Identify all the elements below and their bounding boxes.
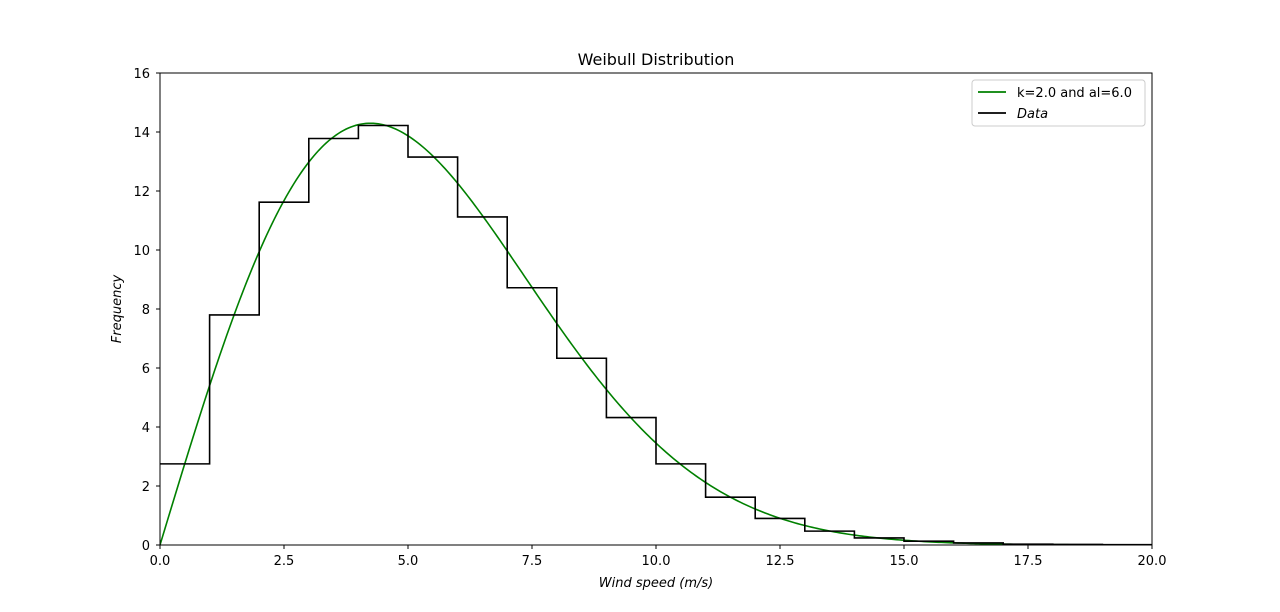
- x-tick-label: 15.0: [890, 554, 919, 569]
- y-tick-label: 0: [142, 539, 150, 554]
- x-tick-label: 20.0: [1138, 554, 1167, 569]
- data-step-line: [160, 124, 1152, 545]
- y-tick-label: 16: [133, 67, 150, 82]
- x-tick-label: 10.0: [642, 554, 671, 569]
- x-tick-label: 17.5: [1014, 554, 1043, 569]
- y-tick-label: 10: [133, 244, 150, 259]
- x-tick-label: 0.0: [150, 554, 171, 569]
- legend-label: k=2.0 and al=6.0: [1017, 86, 1132, 101]
- y-tick-label: 8: [142, 303, 150, 318]
- legend-label: Data: [1017, 107, 1048, 122]
- x-tick-label: 5.0: [398, 554, 419, 569]
- y-tick-label: 14: [133, 126, 150, 141]
- y-axis-label: Frequency: [110, 274, 125, 343]
- legend-box: [971, 79, 1146, 127]
- y-tick-label: 2: [142, 480, 150, 495]
- x-axis-label: Wind speed (m/s): [599, 576, 713, 591]
- legend: k=2.0 and al=6.0 Data: [971, 79, 1146, 127]
- x-tick-label: 7.5: [522, 554, 543, 569]
- y-tick-label: 6: [142, 362, 150, 377]
- x-tick-label: 12.5: [766, 554, 795, 569]
- y-tick-label: 4: [142, 421, 150, 436]
- chart-title: Weibull Distribution: [578, 50, 735, 69]
- x-tick-label: 2.5: [274, 554, 295, 569]
- y-tick-label: 12: [133, 185, 150, 200]
